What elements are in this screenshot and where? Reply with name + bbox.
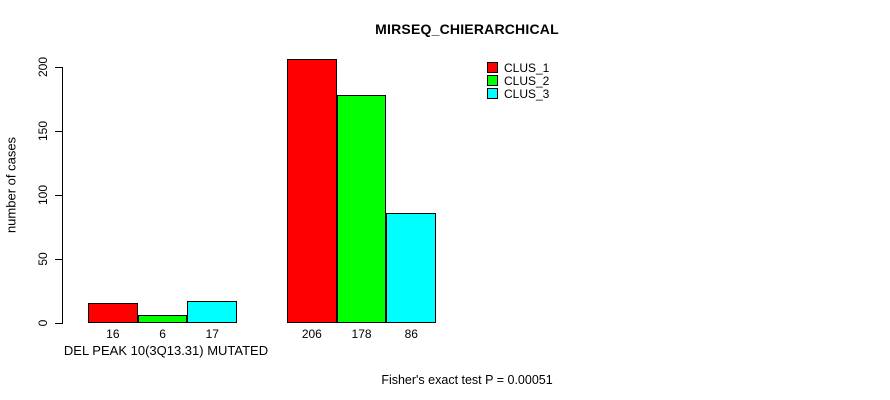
y-tick-label: 150	[36, 120, 50, 142]
chart-title: MIRSEQ_CHIERARCHICAL	[375, 21, 559, 37]
y-tick-label: 0	[36, 319, 50, 327]
bar-value-label: 206	[301, 327, 322, 341]
bar-value-label: 16	[106, 327, 120, 341]
x-axis-group-label: DEL PEAK 10(3Q13.31) MUTATED	[63, 343, 269, 358]
bar-clus_2-group2	[336, 95, 387, 323]
bar-clus_1-group1	[88, 302, 138, 323]
legend-row-clus_2: CLUS_2	[487, 73, 550, 88]
bar-clus_3-group1	[187, 301, 238, 323]
legend-label: CLUS_1	[504, 60, 550, 75]
legend-row-clus_3: CLUS_3	[487, 86, 550, 101]
y-tick-mark	[55, 131, 62, 132]
y-tick-label: 200	[36, 56, 50, 78]
y-tick-label: 50	[36, 252, 50, 266]
bar-value-label: 86	[404, 327, 418, 341]
y-tick-mark	[55, 259, 62, 260]
bar-clus_3-group2	[386, 212, 437, 323]
bar-value-label: 6	[159, 327, 166, 341]
bar-clus_2-group1	[137, 315, 188, 323]
bar-clus_1-group2	[287, 59, 337, 323]
bar-value-label: 17	[205, 327, 219, 341]
legend-swatch-icon	[487, 75, 498, 86]
y-tick-mark	[55, 323, 62, 324]
legend-swatch-icon	[487, 88, 498, 99]
legend: CLUS_1 CLUS_2 CLUS_3	[487, 60, 550, 101]
fisher-test-footnote: Fisher's exact test P = 0.00051	[381, 373, 553, 387]
legend-swatch-icon	[487, 62, 498, 73]
legend-label: CLUS_3	[504, 86, 550, 101]
legend-label: CLUS_2	[504, 73, 550, 88]
y-tick-mark	[55, 67, 62, 68]
legend-row-clus_1: CLUS_1	[487, 60, 550, 75]
bar-value-label: 178	[351, 327, 372, 341]
y-tick-mark	[55, 195, 62, 196]
y-axis-line	[62, 67, 63, 324]
y-tick-label: 100	[36, 184, 50, 206]
y-axis-label: number of cases	[3, 136, 19, 234]
